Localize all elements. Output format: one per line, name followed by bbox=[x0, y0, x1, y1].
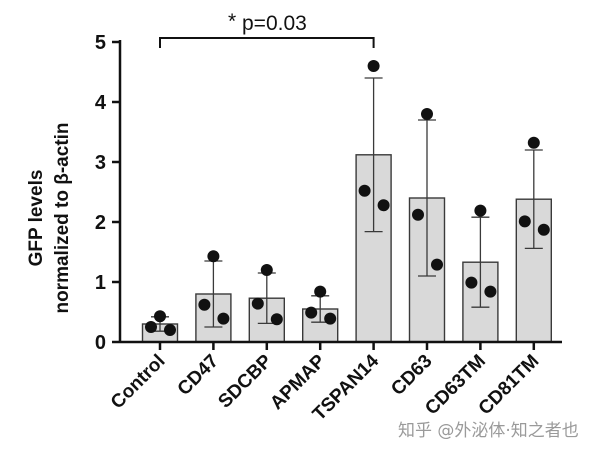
data-point bbox=[412, 208, 424, 221]
data-point bbox=[537, 223, 550, 236]
data-point bbox=[527, 136, 540, 149]
y-tick-label: 5 bbox=[95, 32, 106, 54]
data-point bbox=[484, 285, 497, 298]
points-layer bbox=[145, 60, 550, 336]
significance-bracket-line bbox=[159, 37, 375, 48]
data-point bbox=[270, 313, 283, 326]
data-point bbox=[154, 310, 166, 323]
watermark-text: 知乎 @外泌体·知之者也 bbox=[398, 421, 579, 441]
data-point bbox=[260, 264, 273, 276]
significance-pvalue: p=0.03 bbox=[242, 12, 307, 35]
data-point bbox=[474, 204, 487, 217]
y-tick-label: 4 bbox=[95, 92, 107, 114]
data-point bbox=[377, 199, 390, 212]
data-point bbox=[431, 258, 443, 271]
x-tick-label-cd63: CD63 bbox=[387, 351, 436, 400]
data-point bbox=[305, 306, 318, 319]
y-tick-label: 2 bbox=[95, 212, 106, 234]
data-point bbox=[465, 276, 478, 289]
data-point bbox=[314, 285, 327, 298]
bars-layer bbox=[141, 154, 552, 343]
y-tick-label: 0 bbox=[95, 332, 106, 354]
y-tick-label: 3 bbox=[95, 152, 106, 174]
data-point bbox=[251, 297, 264, 310]
data-point bbox=[164, 324, 176, 336]
y-axis-title-line1: GFP levels bbox=[26, 170, 47, 267]
x-tick-label-control: Control bbox=[107, 351, 170, 414]
data-point bbox=[145, 321, 157, 333]
significance-bracket: * p=0.03 bbox=[159, 10, 375, 48]
significance-asterisk: * bbox=[228, 10, 236, 33]
data-point bbox=[421, 108, 433, 120]
data-point bbox=[217, 312, 230, 325]
y-axis-title-line2: normalized to β-actin bbox=[52, 122, 73, 313]
x-tick-label-sdcbp: SDCBP bbox=[214, 350, 276, 412]
y-axis-title: GFP levels normalized to β-actin bbox=[26, 122, 73, 313]
data-point bbox=[324, 312, 337, 325]
data-point bbox=[367, 60, 380, 72]
x-tick-label-cd47: CD47 bbox=[174, 351, 223, 400]
y-tick-label: 1 bbox=[95, 272, 106, 294]
data-point bbox=[358, 184, 371, 197]
data-point bbox=[198, 298, 211, 311]
data-point bbox=[518, 215, 531, 228]
data-point bbox=[207, 250, 220, 263]
